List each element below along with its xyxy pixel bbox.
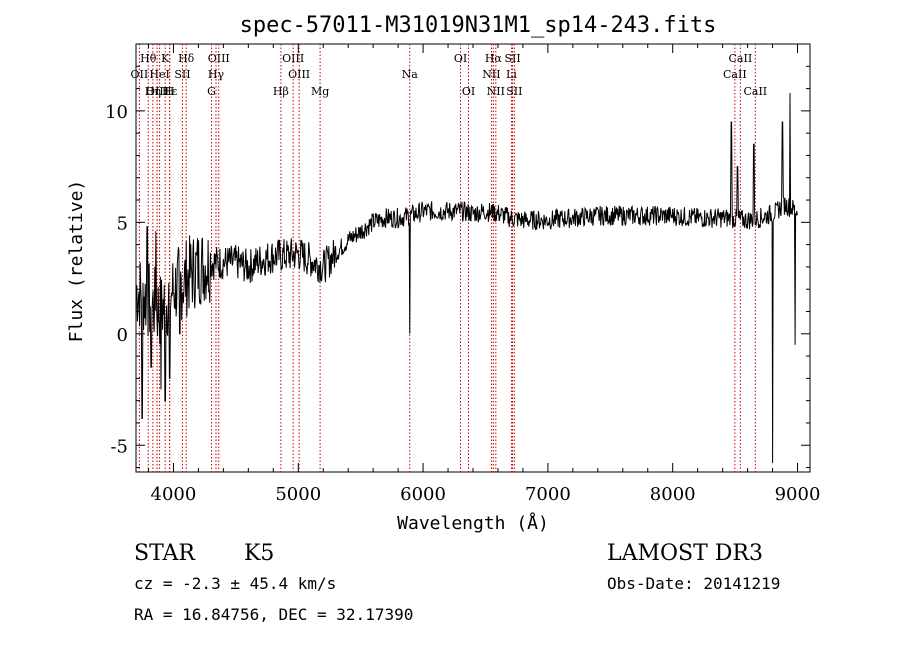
line-marker-label: OIII [146, 85, 168, 98]
object-subclass: K5 [244, 541, 275, 566]
y-axis: -5 0 5 10 [105, 65, 810, 469]
chart-title: spec-57011-M31019N31M1_sp14-243.fits [240, 13, 717, 38]
survey-name: LAMOST DR3 [607, 541, 763, 566]
obs-date: Obs-Date: 20141219 [607, 574, 781, 593]
x-tick-label: 4000 [151, 484, 197, 505]
line-marker-label: OIII [288, 68, 310, 81]
line-marker-label: SII [506, 85, 522, 98]
line-marker-label: Li [506, 68, 517, 81]
x-tick-label: 7000 [525, 484, 571, 505]
line-marker-label: CaII [743, 85, 767, 98]
line-marker-label: CaII [729, 52, 753, 65]
line-marker-label: OI [462, 85, 475, 98]
redshift-value: cz = -2.3 ± 45.4 km/s [134, 574, 337, 593]
x-axis-label: Wavelength (Å) [397, 512, 549, 534]
line-marker-label: Hγ [208, 68, 225, 81]
x-tick-label: 6000 [400, 484, 446, 505]
line-marker-label: OI [454, 52, 467, 65]
coordinates: RA = 16.84756, DEC = 32.17390 [134, 605, 414, 624]
line-marker-label: K [161, 52, 170, 65]
y-tick-label: -5 [110, 436, 128, 457]
line-marker-label: OIII [208, 52, 230, 65]
line-marker-label: Hδ [178, 52, 195, 65]
line-marker-label: OIII [282, 52, 304, 65]
line-marker-label: Mg [311, 85, 329, 98]
object-class: STAR [134, 541, 195, 566]
line-marker-label: Na [402, 68, 419, 81]
line-marker-label: Hη [145, 85, 161, 98]
line-marker-label: Hε [162, 85, 178, 98]
line-marker-label: NII [487, 85, 505, 98]
line-marker-label: Hβ [273, 85, 289, 98]
line-marker-label: Hθ [140, 52, 157, 65]
line-marker-label: SII [174, 68, 190, 81]
line-marker-label: G [207, 85, 216, 98]
x-axis: 4000 5000 6000 7000 8000 9000 [147, 44, 821, 505]
line-marker-label: SII [504, 52, 520, 65]
line-marker-label: H [165, 85, 175, 98]
y-axis-label: Flux (relative) [66, 180, 87, 343]
x-tick-label: 9000 [775, 484, 821, 505]
line-marker-label: HeI [149, 68, 169, 81]
x-tick-label: 8000 [650, 484, 696, 505]
flux-series-line [135, 92, 798, 464]
y-tick-label: 5 [117, 213, 128, 234]
y-tick-label: 10 [105, 102, 128, 123]
line-marker-label: OII [131, 68, 149, 81]
x-tick-label: 5000 [275, 484, 321, 505]
y-tick-label: 0 [117, 325, 128, 346]
line-marker-label: CaII [723, 68, 747, 81]
line-marker-label: Hα [485, 52, 503, 65]
line-marker-label: NII [482, 68, 500, 81]
